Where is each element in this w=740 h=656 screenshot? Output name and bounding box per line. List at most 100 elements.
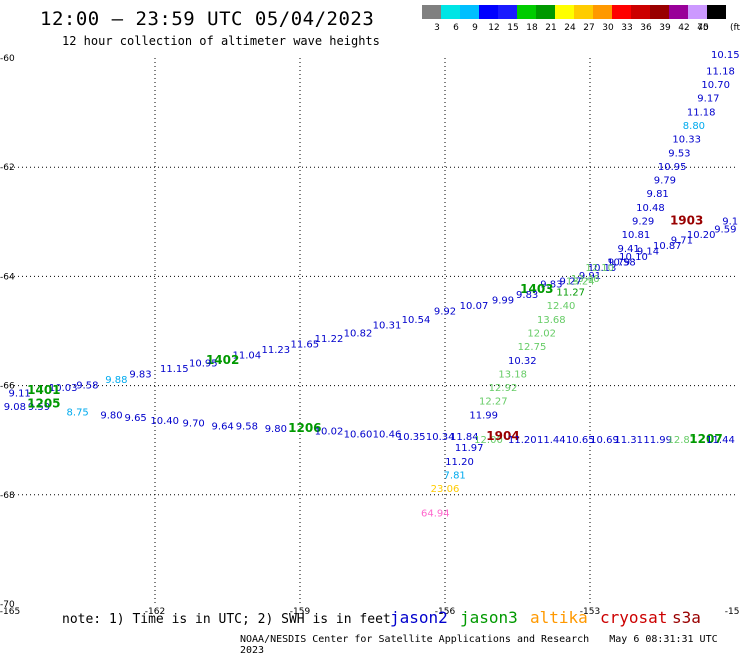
wave-height-label: 9.88 bbox=[105, 375, 127, 386]
wave-height-label: 11.27 bbox=[556, 288, 585, 299]
footer-credit: NOAA/NESDIS Center for Satellite Applica… bbox=[240, 634, 740, 656]
wave-height-label: 10.07 bbox=[460, 301, 489, 312]
wave-height-label: 9.80 bbox=[100, 410, 122, 421]
colorbar-swatch bbox=[707, 5, 726, 19]
time-tag: 1402 bbox=[206, 353, 239, 367]
wave-height-label: 10.40 bbox=[150, 416, 179, 427]
chart-title: 12:00 – 23:59 UTC 05/04/2023 bbox=[40, 8, 375, 30]
wave-height-label: 9.59 bbox=[28, 402, 50, 413]
wave-height-label: 7.81 bbox=[444, 470, 466, 481]
colorbar-label: 6 bbox=[453, 23, 459, 33]
colorbar-label: 3 bbox=[434, 23, 440, 33]
colorbar-swatch bbox=[441, 5, 460, 19]
wave-height-label: 11.99 bbox=[643, 435, 672, 446]
colorbar-label: 39 bbox=[659, 23, 671, 33]
wave-height-label: 10.33 bbox=[672, 135, 701, 146]
wave-height-label: 10.87 bbox=[653, 241, 682, 252]
wave-height-label: 10.15 bbox=[711, 50, 740, 61]
wave-height-label: 11.97 bbox=[455, 443, 484, 454]
x-tick-label: -159 bbox=[290, 607, 311, 617]
wave-height-label: 10.20 bbox=[687, 230, 716, 241]
wave-height-label: 11.18 bbox=[687, 107, 716, 118]
wave-height-label: 11.84 bbox=[450, 432, 479, 443]
wave-height-label: 13.24 bbox=[566, 277, 595, 288]
wave-height-label: 10.03 bbox=[49, 383, 78, 394]
colorbar-label: 24 bbox=[564, 23, 576, 33]
wave-height-label: 9.1 bbox=[722, 217, 738, 228]
y-tick-label: -68 bbox=[0, 491, 15, 501]
time-tag: 1903 bbox=[670, 214, 703, 228]
wave-height-label: 10.95 bbox=[658, 162, 687, 173]
wave-height-label: 11.44 bbox=[537, 435, 566, 446]
wave-height-label: 12.02 bbox=[527, 328, 556, 339]
wave-height-label: 12.87 bbox=[668, 435, 697, 446]
wave-height-label: 13.68 bbox=[537, 315, 566, 326]
mission-altika: altika bbox=[530, 608, 588, 627]
wave-height-label: 9.11 bbox=[9, 389, 31, 400]
wave-height-label: 10.58 bbox=[607, 257, 636, 268]
time-tag: 1207 bbox=[689, 432, 722, 446]
mission-jason2: jason2 bbox=[390, 608, 448, 627]
colorbar-swatch bbox=[498, 5, 517, 19]
wave-height-label: 12.40 bbox=[547, 301, 576, 312]
wave-height-label: 12.92 bbox=[489, 383, 518, 394]
wave-height-label: 11.22 bbox=[315, 334, 344, 345]
wave-height-label: 9.92 bbox=[434, 307, 456, 318]
wave-height-label: 13.18 bbox=[498, 369, 527, 380]
wave-height-label: 10.60 bbox=[344, 429, 373, 440]
colorbar-swatch bbox=[536, 5, 555, 19]
colorbar-label: 9 bbox=[472, 23, 478, 33]
wave-height-label: 11.65 bbox=[291, 339, 320, 350]
mission-jason3: jason3 bbox=[460, 608, 518, 627]
wave-height-label: 9.58 bbox=[236, 421, 258, 432]
wave-height-label: 12.27 bbox=[479, 397, 508, 408]
credit-text: NOAA/NESDIS Center for Satellite Applica… bbox=[240, 634, 590, 645]
wave-height-label: 9.65 bbox=[125, 413, 147, 424]
wave-height-label: 9.80 bbox=[265, 424, 287, 435]
colorbar-swatch bbox=[555, 5, 574, 19]
wave-height-label: 10.13 bbox=[588, 263, 617, 274]
wave-height-label: 12.10 bbox=[585, 263, 614, 274]
wave-height-label: 11.23 bbox=[262, 345, 291, 356]
colorbar-swatch bbox=[593, 5, 612, 19]
wave-height-label: 9.81 bbox=[647, 189, 669, 200]
time-tag: 1206 bbox=[288, 421, 321, 435]
wave-height-label: 11.18 bbox=[706, 66, 735, 77]
wave-height-label: 23.06 bbox=[431, 484, 460, 495]
colorbar-label: 45 bbox=[697, 23, 708, 33]
y-tick-label: -60 bbox=[0, 54, 15, 64]
wave-height-label: 10.48 bbox=[636, 203, 665, 214]
wave-height-label: 11.04 bbox=[233, 350, 262, 361]
time-tag: 1401 bbox=[27, 383, 60, 397]
wave-height-label: 9.71 bbox=[671, 236, 693, 247]
wave-height-label: 9.79 bbox=[608, 257, 630, 268]
time-tag: 1403 bbox=[520, 282, 553, 296]
wave-height-label: 10.46 bbox=[373, 429, 402, 440]
time-tag: 1205 bbox=[27, 396, 60, 410]
colorbar-label: 36 bbox=[640, 23, 652, 33]
colorbar-swatch bbox=[631, 5, 650, 19]
wave-height-label: 10.32 bbox=[508, 356, 537, 367]
wave-height-label: 10.34 bbox=[426, 432, 455, 443]
wave-height-label: 10.35 bbox=[397, 432, 426, 443]
colorbar-swatch bbox=[688, 5, 707, 19]
wave-height-label: 9.79 bbox=[654, 176, 676, 187]
wave-height-label: 9.14 bbox=[637, 247, 659, 258]
wave-height-label: 9.41 bbox=[618, 244, 640, 255]
colorbar-unit: (ft) bbox=[730, 23, 740, 33]
wave-height-label: 10.81 bbox=[622, 230, 651, 241]
wave-height-label: 10.31 bbox=[373, 320, 402, 331]
x-tick-label: -150 bbox=[725, 607, 740, 617]
colorbar-label: 42 bbox=[678, 23, 689, 33]
wave-height-label: 10.82 bbox=[344, 328, 373, 339]
wave-height-label: 9.58 bbox=[76, 380, 98, 391]
colorbar-swatch bbox=[574, 5, 593, 19]
colorbar-swatch bbox=[422, 5, 441, 19]
colorbar-label: 18 bbox=[526, 23, 538, 33]
grid-lines bbox=[10, 58, 735, 604]
wave-height-label: 12.75 bbox=[518, 342, 547, 353]
wave-height-label: 64.94 bbox=[421, 509, 450, 520]
wave-height-label: 9.83 bbox=[129, 369, 151, 380]
colorbar-label: 15 bbox=[507, 23, 518, 33]
